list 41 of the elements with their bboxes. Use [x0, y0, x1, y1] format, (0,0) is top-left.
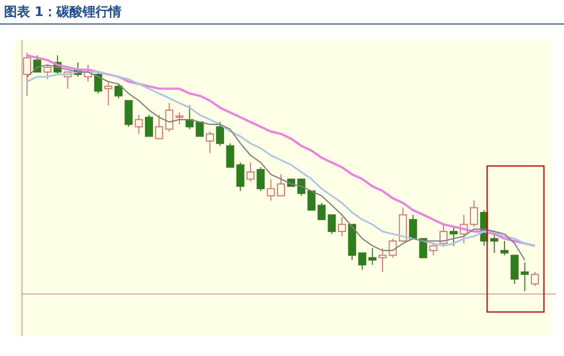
candlestick	[500, 240, 508, 256]
candlestick	[440, 224, 448, 246]
candlestick	[236, 162, 244, 192]
candlestick	[196, 122, 204, 137]
candlestick	[338, 216, 346, 237]
candlestick	[358, 252, 366, 270]
candlestick	[470, 200, 478, 228]
candlestick	[490, 233, 498, 254]
candlestick	[165, 102, 174, 132]
candlestick	[450, 226, 458, 246]
candlestick	[124, 100, 133, 128]
candlestick	[318, 202, 326, 220]
candlestick	[104, 81, 112, 106]
candlestick	[368, 248, 376, 266]
candlestick	[134, 114, 143, 134]
candlestick	[297, 178, 306, 196]
candlestick	[206, 131, 214, 154]
candlestick	[277, 174, 285, 196]
candlestick	[530, 271, 539, 287]
candlestick	[43, 64, 52, 80]
candlestick	[175, 112, 184, 125]
candlestick	[23, 52, 32, 96]
candlestick	[114, 83, 122, 99]
candlestick	[266, 178, 275, 202]
candlestick	[520, 262, 529, 292]
candlestick	[216, 122, 224, 146]
candlestick	[144, 114, 153, 137]
chart-title: 图表 1：碳酸锂行情	[4, 4, 122, 20]
candlestick	[226, 142, 234, 168]
candlestick	[409, 214, 418, 240]
candlestick	[429, 242, 438, 256]
candlestick	[186, 104, 194, 130]
candlestick	[246, 162, 255, 182]
candlestick	[256, 166, 265, 192]
candlestick	[328, 214, 336, 234]
candlestick	[378, 248, 387, 272]
candlestick	[155, 114, 164, 140]
candlestick	[94, 72, 102, 94]
candlestick	[388, 238, 397, 258]
candlestick	[510, 254, 519, 284]
candlestick	[307, 190, 316, 211]
